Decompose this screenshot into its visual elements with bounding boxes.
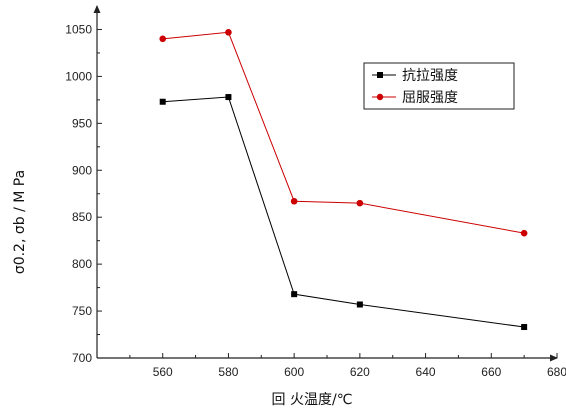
legend-label-yield: 屈服强度 xyxy=(402,90,458,106)
data-point xyxy=(225,94,232,101)
data-point xyxy=(291,291,298,298)
data-point xyxy=(356,199,364,207)
data-point xyxy=(521,324,528,331)
x-tick-label: 600 xyxy=(284,365,304,379)
legend: 抗拉强度 屈服强度 xyxy=(363,62,515,110)
legend-entry-yield: 屈服强度 xyxy=(372,90,458,106)
legend-entry-tensile: 抗拉强度 xyxy=(372,68,458,84)
y-tick-label: 850 xyxy=(72,210,92,224)
x-tick-label: 660 xyxy=(481,365,501,379)
series-line xyxy=(162,31,525,234)
data-point xyxy=(356,301,363,308)
y-tick-label: 1000 xyxy=(65,69,92,83)
y-tick-label: 900 xyxy=(72,163,92,177)
legend-box xyxy=(363,62,515,110)
ticks: 560 580 600 620 640 660 680 700 750 800 850 900 950 1… xyxy=(65,22,566,379)
series-layer xyxy=(159,28,528,331)
legend-label-tensile: 抗拉强度 xyxy=(402,68,458,84)
y-axis-arrow xyxy=(93,5,101,13)
y-tick-label: 1050 xyxy=(65,22,92,36)
y-tick-label: 750 xyxy=(72,304,92,318)
data-point xyxy=(159,98,166,105)
x-tick-label: 580 xyxy=(218,365,238,379)
series-yield xyxy=(159,28,528,237)
axes xyxy=(93,5,558,362)
x-axis-title: 回 火温度/℃ xyxy=(272,392,353,408)
x-tick-label: 680 xyxy=(547,365,566,379)
y-tick-label: 950 xyxy=(72,116,92,130)
data-point xyxy=(225,28,232,36)
data-point xyxy=(520,229,528,237)
legend-marker-yield xyxy=(376,93,384,101)
x-axis-arrow xyxy=(550,354,558,362)
series-line xyxy=(162,96,525,328)
y-axis-title: σ0.2, σb / M Pa xyxy=(12,170,28,274)
x-tick-label: 640 xyxy=(416,365,436,379)
data-point xyxy=(159,35,167,43)
x-tick-label: 620 xyxy=(350,365,370,379)
data-point xyxy=(290,197,298,205)
legend-marker-tensile xyxy=(377,72,383,78)
x-tick-label: 560 xyxy=(153,365,173,379)
y-tick-label: 700 xyxy=(72,351,92,365)
series-tensile xyxy=(159,94,528,331)
y-tick-label: 800 xyxy=(72,257,92,271)
